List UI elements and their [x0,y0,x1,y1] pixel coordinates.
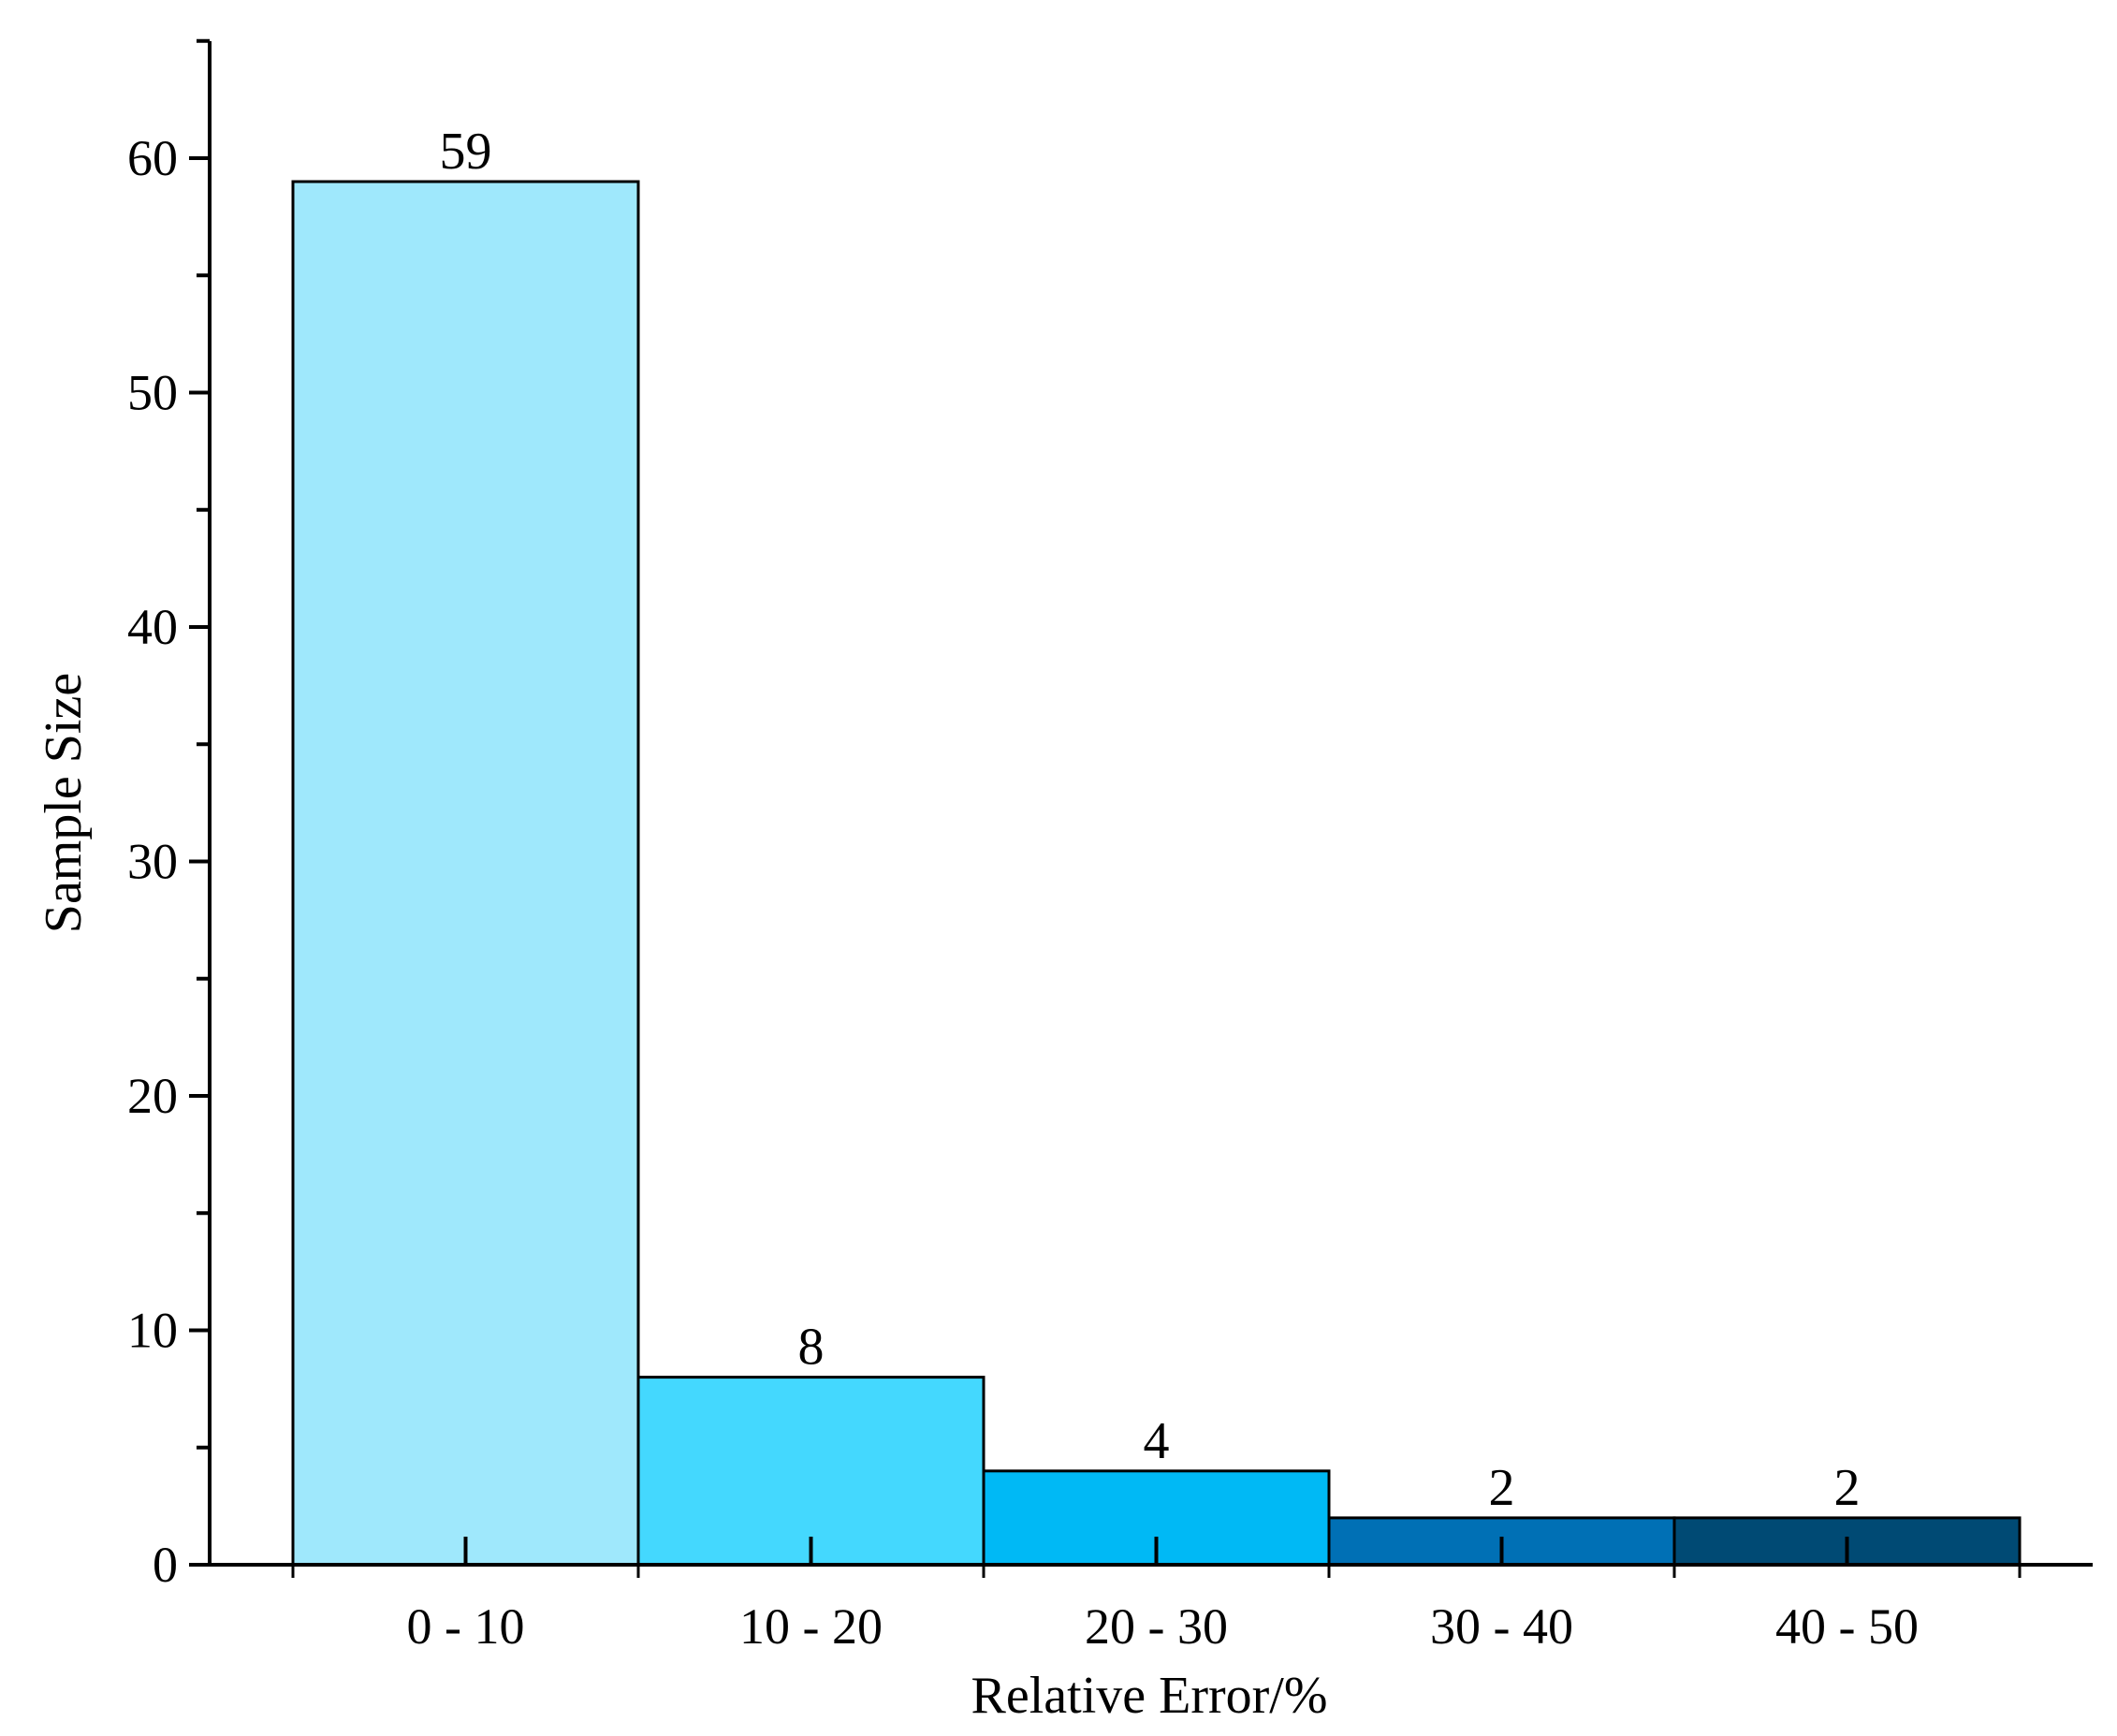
data-label-2: 8 [798,1319,825,1377]
data-label-1: 59 [440,123,492,181]
bar-1 [291,180,640,1567]
y-tick-label-10: 10 [127,1303,178,1359]
x-axis-ticks: 0 - 10 10 - 20 20 - 30 30 - 40 40 - 50 [291,1537,2022,1655]
x-tick-label-5: 40 - 50 [1775,1598,1919,1655]
x-tick-label-2: 10 - 20 [739,1598,883,1655]
y-tick-label-20: 20 [127,1068,178,1124]
data-label-5: 2 [1834,1459,1861,1517]
x-tick-label-1: 0 - 10 [407,1598,525,1655]
y-tick-label-30: 30 [127,834,178,890]
y-tick-label-60: 60 [127,130,178,186]
x-axis-title: Relative Error/% [971,1667,1328,1725]
bar-2 [636,1376,986,1567]
data-labels: 59 8 4 2 2 [440,123,1861,1517]
y-axis-title: Sample Size [35,673,93,933]
x-tick-label-3: 20 - 30 [1085,1598,1228,1655]
bars [291,180,2022,1567]
axes [208,41,2093,1567]
x-tick-label-4: 30 - 40 [1430,1598,1573,1655]
y-axis-ticks: 0 10 20 30 40 50 60 [127,38,210,1593]
y-tick-label-50: 50 [127,365,178,421]
y-tick-label-40: 40 [127,599,178,655]
y-tick-label-0: 0 [153,1537,178,1593]
data-label-4: 2 [1489,1459,1515,1517]
data-label-3: 4 [1144,1412,1170,1470]
